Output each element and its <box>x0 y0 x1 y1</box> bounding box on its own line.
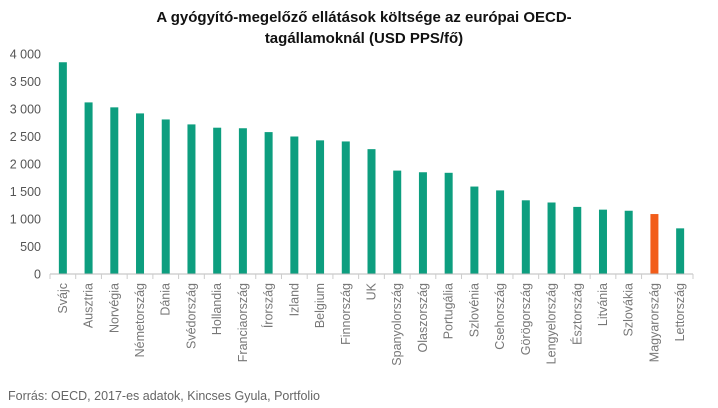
x-tick-label: Lettország <box>673 283 687 341</box>
x-tick-label: Spanyolország <box>390 283 404 366</box>
x-tick-label: Ausztria <box>82 283 96 328</box>
bar <box>573 206 582 274</box>
x-tick-label: Portugália <box>442 283 456 339</box>
x-tick-label: Hollandia <box>210 283 224 335</box>
x-tick-label: Litvánia <box>596 283 610 326</box>
bar <box>290 136 299 274</box>
x-tick-label: Svájc <box>56 283 70 314</box>
chart-title-line-1: A gyógyító-megelőző ellátások költsége a… <box>156 9 571 26</box>
x-tick-label: Izland <box>287 283 301 316</box>
bar <box>187 124 196 275</box>
bar <box>341 141 350 274</box>
bar <box>676 228 685 274</box>
x-tick-label: Németország <box>133 283 147 357</box>
bars <box>58 62 685 275</box>
x-tick-label: Dánia <box>159 283 173 316</box>
x-tick-label: Írország <box>261 283 276 328</box>
bar <box>444 172 453 274</box>
y-tick-label: 1 500 <box>10 185 41 199</box>
bar <box>58 62 67 274</box>
bar <box>521 200 530 274</box>
x-tick-label: Csehország <box>493 283 507 350</box>
y-tick-label: 0 <box>34 268 41 282</box>
bar <box>547 202 556 274</box>
y-tick-label: 2 500 <box>10 130 41 144</box>
y-tick-label: 500 <box>20 240 41 254</box>
bar <box>316 140 325 274</box>
bar <box>264 132 273 274</box>
y-tick-label: 1 000 <box>10 213 41 227</box>
source-note: Forrás: OECD, 2017-es adatok, Kincses Gy… <box>8 389 320 403</box>
chart-title-line-2: tagállamoknál (USD PPS/fő) <box>265 30 463 47</box>
x-tick-label: Lengyelország <box>545 283 559 364</box>
x-tick-label: Finnország <box>339 283 353 345</box>
x-tick-label: Görögország <box>519 283 533 355</box>
x-tick-label: Szlovénia <box>467 283 481 337</box>
bar <box>470 186 479 274</box>
bar <box>650 214 659 274</box>
x-tick-label: Magyarország <box>647 283 661 362</box>
bar <box>213 127 222 274</box>
bar <box>418 172 427 274</box>
bar <box>598 209 607 274</box>
y-tick-label: 3 500 <box>10 75 41 89</box>
x-tick-label: Belgium <box>313 283 327 328</box>
chart-title: A gyógyító-megelőző ellátások költsége a… <box>156 9 571 47</box>
y-axis: 0 500 1 000 1 500 2 000 2 500 3 000 3 500 4 000 <box>10 48 41 282</box>
x-tick-label: Szlovákia <box>622 283 636 337</box>
bar <box>161 119 170 274</box>
x-tick-label: Svédország <box>184 283 198 349</box>
bar <box>496 190 505 274</box>
y-tick-label: 2 000 <box>10 158 41 172</box>
bar <box>136 113 145 275</box>
x-tick-label: Olaszország <box>416 283 430 353</box>
bar <box>624 210 633 274</box>
bar <box>238 128 247 274</box>
bar <box>84 102 93 275</box>
y-tick-label: 4 000 <box>10 48 41 62</box>
x-tick-label: Észtország <box>569 283 584 345</box>
x-axis: Svájc Ausztria Norvégia Németország Dánia Své… <box>49 273 694 366</box>
bar <box>367 149 376 274</box>
bar <box>110 107 119 274</box>
bar <box>393 170 402 274</box>
y-tick-label: 3 000 <box>10 103 41 117</box>
x-tick-label: Norvégia <box>107 283 121 333</box>
x-tick-label: UK <box>365 282 379 300</box>
x-tick-label: Franciaország <box>236 283 250 362</box>
